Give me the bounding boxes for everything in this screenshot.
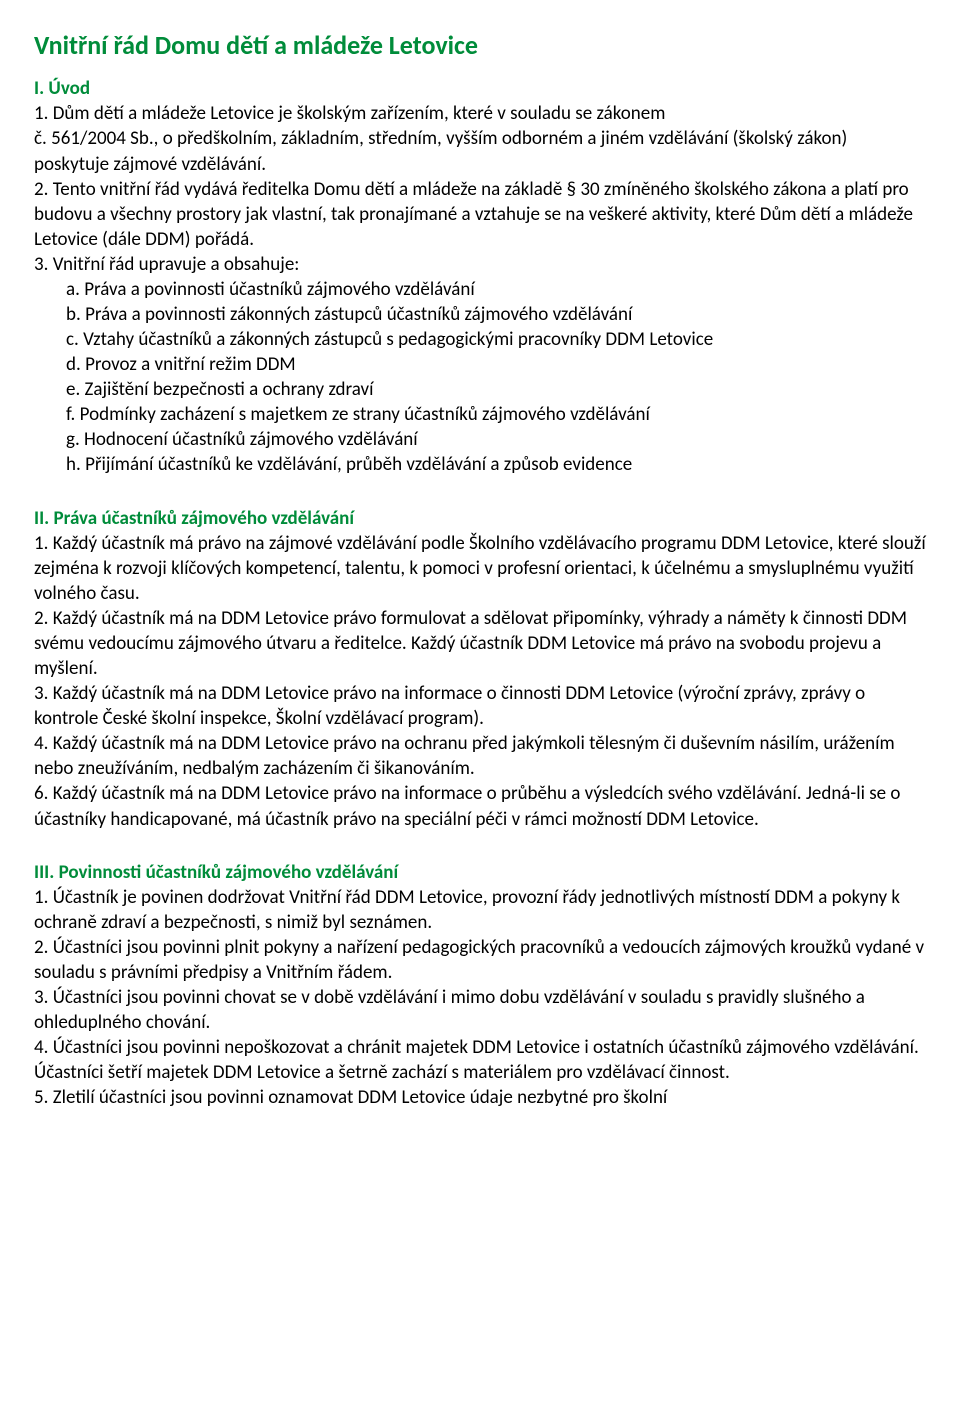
- document-title: Vnitřní řád Domu dětí a mládeže Letovice: [34, 28, 926, 62]
- s2-p3: 3. Každý účastník má na DDM Letovice prá…: [34, 681, 926, 731]
- s1-item-f: f. Podmínky zacházení s majetkem ze stra…: [34, 402, 926, 427]
- s1-item-a: a. Práva a povinnosti účastníků zájmovéh…: [34, 277, 926, 302]
- section-2-heading: II. Práva účastníků zájmového vzdělávání: [34, 506, 926, 531]
- s1-item-b: b. Práva a povinnosti zákonných zástupců…: [34, 302, 926, 327]
- s1-item-g: g. Hodnocení účastníků zájmového vzděláv…: [34, 427, 926, 452]
- s2-p1: 1. Každý účastník má právo na zájmové vz…: [34, 531, 926, 606]
- s1-item-d: d. Provoz a vnitřní režim DDM: [34, 352, 926, 377]
- s1-item-c: c. Vztahy účastníků a zákonných zástupců…: [34, 327, 926, 352]
- s3-p3: 3. Účastníci jsou povinni chovat se v do…: [34, 985, 926, 1035]
- s1-p3: 3. Vnitřní řád upravuje a obsahuje:: [34, 252, 926, 277]
- s1-p1b: č. 561/2004 Sb., o předškolním, základní…: [34, 126, 926, 176]
- s2-p6: 6. Každý účastník má na DDM Letovice prá…: [34, 781, 926, 831]
- section-3-heading: III. Povinnosti účastníků zájmového vzdě…: [34, 860, 926, 885]
- s1-p2: 2. Tento vnitřní řád vydává ředitelka Do…: [34, 177, 926, 252]
- s1-item-e: e. Zajištění bezpečnosti a ochrany zdrav…: [34, 377, 926, 402]
- s3-p1: 1. Účastník je povinen dodržovat Vnitřní…: [34, 885, 926, 935]
- s2-p2: 2. Každý účastník má na DDM Letovice prá…: [34, 606, 926, 681]
- s1-item-h: h. Přijímání účastníků ke vzdělávání, pr…: [34, 452, 926, 477]
- s2-p4: 4. Každý účastník má na DDM Letovice prá…: [34, 731, 926, 781]
- s3-p5: 5. Zletilí účastníci jsou povinni oznamo…: [34, 1085, 926, 1110]
- s1-p1a: 1. Dům dětí a mládeže Letovice je školsk…: [34, 101, 926, 126]
- section-1-heading: I. Úvod: [34, 76, 926, 101]
- s3-p2: 2. Účastníci jsou povinni plnit pokyny a…: [34, 935, 926, 985]
- s3-p4: 4. Účastníci jsou povinni nepoškozovat a…: [34, 1035, 926, 1085]
